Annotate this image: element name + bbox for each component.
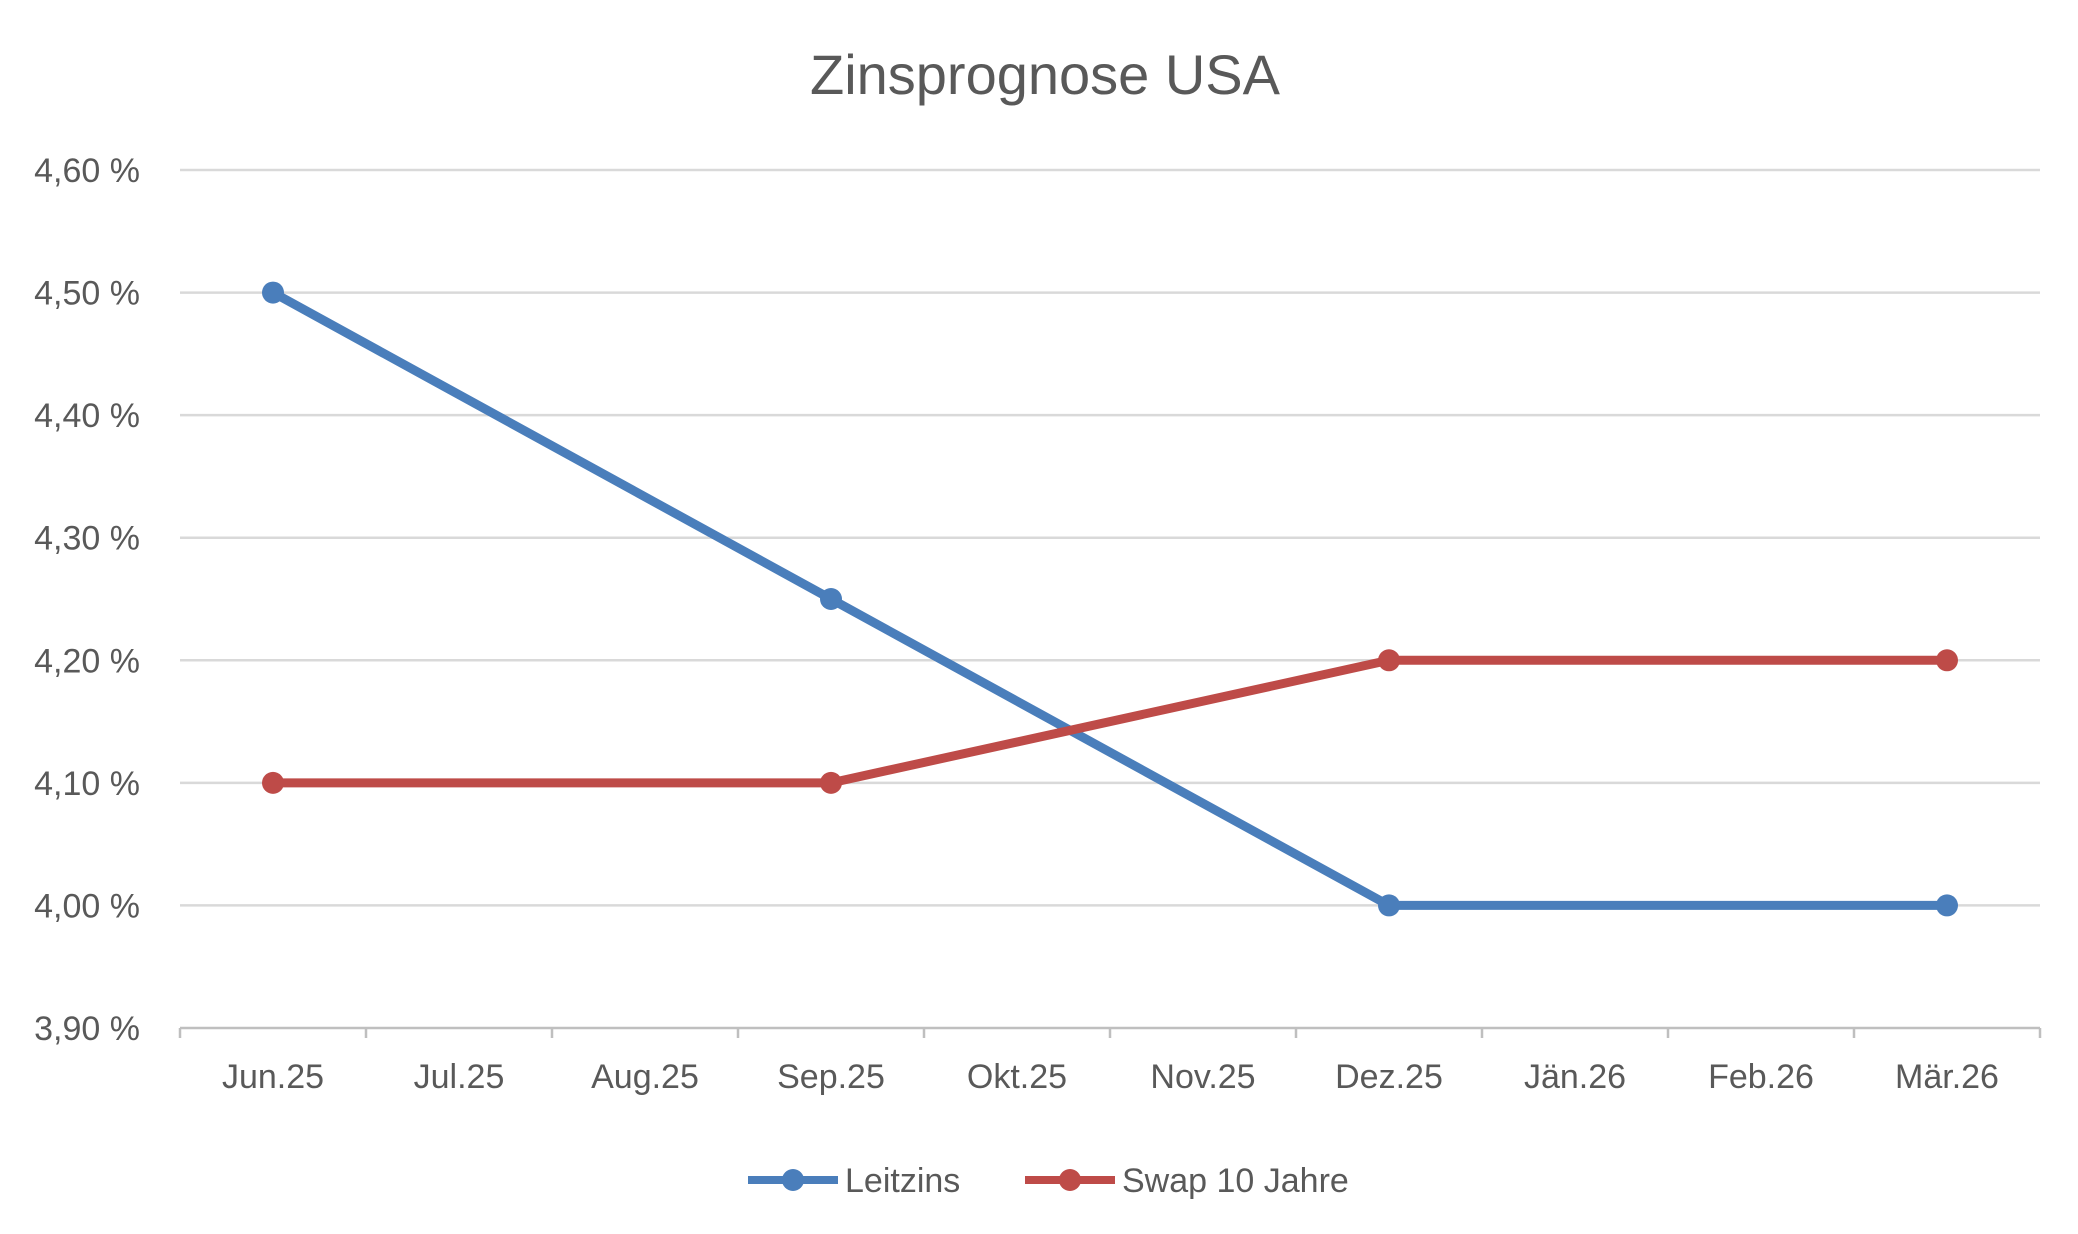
y-tick-label: 4,40 % <box>34 397 140 435</box>
series-lines <box>262 281 1958 917</box>
series-line <box>268 655 1952 788</box>
x-tick-label: Dez.25 <box>1335 1058 1443 1096</box>
legend-label: Swap 10 Jahre <box>1122 1162 1349 1200</box>
y-tick-label: 4,00 % <box>34 887 140 925</box>
y-axis-tick-labels: 3,90 % 4,00 % 4,10 % 4,20 % 4,30 % 4,40 % 4,50… <box>34 152 140 1048</box>
legend-item: Swap 10 Jahre <box>1025 1162 1349 1200</box>
series-1 <box>262 649 1958 794</box>
x-tick-label: Aug.25 <box>591 1058 699 1096</box>
data-point <box>820 771 842 794</box>
data-point <box>1936 649 1958 672</box>
series-line <box>268 288 1952 910</box>
x-tick-label: Jul.25 <box>414 1058 505 1096</box>
y-tick-label: 4,30 % <box>34 520 140 558</box>
x-axis-tick-labels: Jun.25 Jul.25 Aug.25 Sep.25 Okt.25 Nov.25 Dez.… <box>222 1058 1999 1096</box>
x-tick-label: Feb.26 <box>1708 1058 1814 1096</box>
data-point <box>1378 649 1400 672</box>
data-point <box>262 281 284 304</box>
x-tick-label: Mär.26 <box>1895 1058 1999 1096</box>
x-tick-label: Sep.25 <box>777 1058 885 1096</box>
legend-marker <box>1059 1169 1081 1191</box>
legend-label: Leitzins <box>845 1162 960 1200</box>
y-tick-label: 4,50 % <box>34 275 140 313</box>
series-0 <box>262 281 1958 917</box>
y-tick-label: 4,60 % <box>34 152 140 190</box>
data-point <box>1936 894 1958 917</box>
y-tick-label: 4,10 % <box>34 765 140 803</box>
x-tick-label: Jun.25 <box>222 1058 324 1096</box>
y-tick-label: 3,90 % <box>34 1010 140 1048</box>
data-point <box>262 771 284 794</box>
data-point <box>820 588 842 610</box>
chart-title: Zinsprognose USA <box>810 43 1281 106</box>
x-axis <box>178 1026 2042 1038</box>
y-tick-label: 4,20 % <box>34 642 140 680</box>
x-tick-label: Jän.26 <box>1524 1058 1626 1096</box>
data-point <box>1378 894 1400 917</box>
legend-item: Leitzins <box>748 1162 960 1200</box>
legend: Leitzins Swap 10 Jahre <box>748 1162 1349 1200</box>
gridlines <box>180 168 2040 907</box>
x-tick-label: Okt.25 <box>967 1058 1067 1096</box>
x-tick-label: Nov.25 <box>1150 1058 1255 1096</box>
legend-marker <box>782 1169 804 1191</box>
